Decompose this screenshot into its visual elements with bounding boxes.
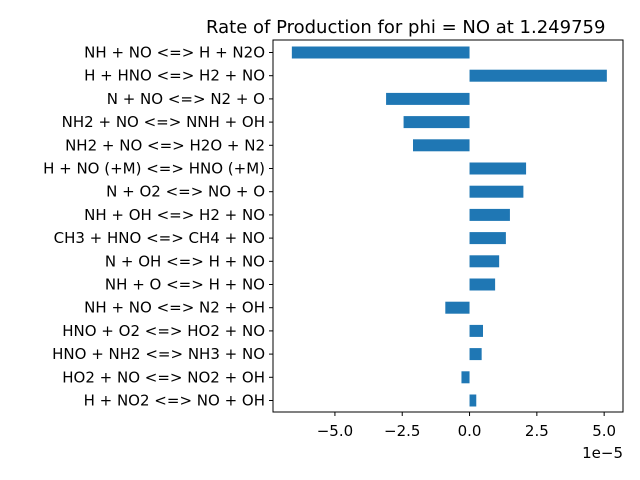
bar	[469, 348, 482, 361]
y-tick-label: NH + OH <=> H2 + NO	[84, 206, 265, 224]
bar	[461, 371, 470, 384]
y-tick-label: HO2 + NO <=> NO2 + OH	[62, 368, 265, 386]
x-axis-offset-text: 1e−5	[582, 444, 623, 462]
y-tick-label: HNO + O2 <=> HO2 + NO	[62, 322, 265, 340]
y-tick-label: NH + O <=> H + NO	[105, 276, 265, 294]
chart-title: Rate of Production for phi = NO at 1.249…	[206, 17, 605, 38]
bar	[469, 324, 483, 337]
bar	[469, 232, 506, 245]
y-tick-label: N + OH <=> H + NO	[105, 252, 265, 270]
x-tick-label: 2.5	[525, 422, 549, 440]
bars-group	[291, 46, 607, 407]
x-tick-label: −2.5	[384, 422, 420, 440]
y-tick-label: CH3 + HNO <=> CH4 + NO	[54, 229, 265, 247]
bar	[403, 116, 470, 129]
y-axis-ticks: NH + NO <=> H + N2O H + HNO <=> H2 + NO N …	[43, 44, 273, 410]
bar	[413, 139, 470, 152]
y-tick-label: H + NO2 <=> NO + OH	[84, 392, 265, 410]
y-tick-label: N + O2 <=> NO + O	[106, 183, 265, 201]
x-tick-label: 0.0	[458, 422, 482, 440]
x-axis-ticks: −5.0 −2.5 0.0 2.5 5.0	[317, 412, 616, 440]
bar	[469, 208, 510, 221]
y-tick-label: NH + NO <=> N2 + OH	[84, 299, 265, 317]
y-tick-label: HNO + NH2 <=> NH3 + NO	[52, 345, 265, 363]
y-tick-label: NH + NO <=> H + N2O	[84, 44, 265, 62]
plot-frame	[272, 39, 624, 413]
bar	[469, 278, 496, 291]
y-tick-label: H + HNO <=> H2 + NO	[84, 67, 265, 85]
bar	[469, 394, 477, 407]
bar	[469, 185, 524, 198]
y-tick-label: N + NO <=> N2 + O	[107, 90, 265, 108]
bar	[386, 92, 470, 105]
x-tick-label: 5.0	[592, 422, 616, 440]
bar	[469, 255, 500, 268]
bar	[469, 69, 607, 82]
bar	[291, 46, 470, 59]
y-tick-label: H + NO (+M) <=> HNO (+M)	[43, 160, 265, 178]
bar	[469, 162, 527, 175]
y-tick-label: NH2 + NO <=> NNH + OH	[62, 113, 265, 131]
bar	[445, 301, 470, 314]
y-tick-label: NH2 + NO <=> H2O + N2	[65, 136, 265, 154]
x-tick-label: −5.0	[317, 422, 353, 440]
